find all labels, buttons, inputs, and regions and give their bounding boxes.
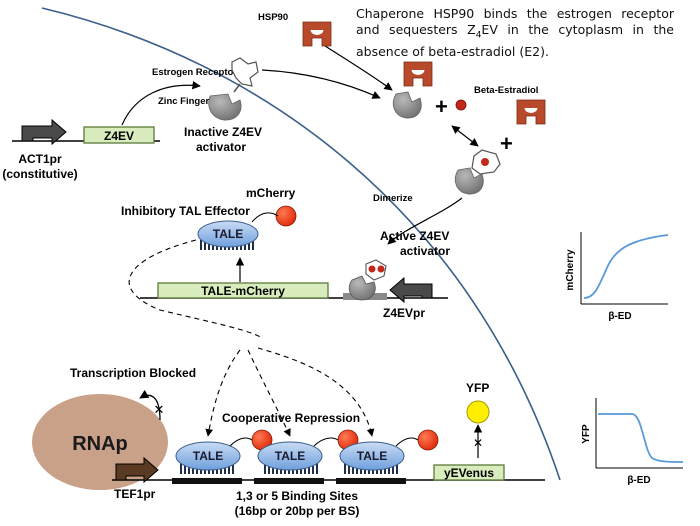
- act1pr-promoter-arrow: [21, 118, 67, 146]
- chart1-xlabel: β-ED: [608, 311, 631, 322]
- z4evpr-promoter-arrow: [389, 276, 433, 304]
- z4evpr-label: Z4EVpr: [383, 306, 425, 320]
- z4ev-gene-label: Z4EV: [104, 129, 134, 143]
- rnap-label: RNAp: [72, 433, 128, 455]
- chart1-ylabel: mCherry: [565, 249, 576, 291]
- hsp90-description-note: Chaperone HSP90 binds the estrogen recep…: [356, 6, 674, 59]
- estrogen-receptor-label: Estrogen Receptor: [152, 67, 237, 78]
- tale-label-3: TALE: [357, 449, 387, 463]
- zinc-finger-label: Zinc Finger: [158, 96, 210, 107]
- hsp90-label: HSP90: [258, 12, 288, 23]
- mcherry-protein-icon: [275, 205, 297, 227]
- transcription-blocked-arrow: [139, 389, 161, 421]
- dimerize-arrow: [387, 197, 463, 245]
- mcherry-protein-3: [417, 429, 439, 451]
- binding-site-1: [172, 478, 242, 484]
- dashed-path-tale-1: [128, 239, 263, 339]
- chart2-ylabel: YFP: [581, 424, 592, 444]
- chart1-curve: [583, 234, 669, 299]
- dashed-arrow-to-site-3: [257, 347, 375, 437]
- cell-membrane: [41, 7, 561, 481]
- tale-mcherry-gene-box: [157, 282, 329, 299]
- act1pr-label: ACT1pr: [18, 152, 62, 166]
- complex-zinc-finger-icon: [392, 91, 422, 119]
- note-text-part2: EV in the cytoplasm in the absence of be…: [356, 21, 674, 59]
- dashed-arrow-to-site-2: [247, 349, 291, 437]
- tale-protein-2: [257, 441, 323, 471]
- equilibrium-double-arrow: [451, 125, 479, 147]
- binding-sites-label: 1,3 or 5 Binding Sites: [236, 489, 358, 503]
- note-subscript: 4: [475, 30, 482, 40]
- tef1pr-promoter-arrow: [115, 456, 159, 484]
- yfp-protein-icon: [466, 400, 490, 424]
- bound-zinc-finger-icon: [454, 167, 484, 195]
- z4ev-gene-box: [83, 126, 155, 144]
- tale-label-2: TALE: [275, 449, 305, 463]
- binding-site-3: [336, 478, 406, 484]
- plus-sign-1: +: [435, 94, 448, 119]
- tale-label-1: TALE: [193, 449, 223, 463]
- act1pr-constitutive-label: (constitutive): [2, 167, 77, 181]
- plus-sign-2: +: [500, 131, 513, 156]
- inactive-activator-label: Inactive Z4EV: [184, 125, 262, 139]
- yfp-response-chart: YFP β-ED: [581, 398, 684, 486]
- dashed-arrow-to-site-1: [205, 349, 241, 437]
- tale-protein-3: [339, 441, 405, 471]
- tale-mcherry-gene-label: TALE-mCherry: [201, 284, 285, 298]
- estrogen-receptor-icon: [231, 57, 259, 87]
- tale-protein-1: [175, 441, 241, 471]
- dimerize-label: Dimerize: [373, 193, 413, 204]
- transcription-blocked-label: Transcription Blocked: [70, 366, 196, 380]
- tef1pr-label: TEF1pr: [114, 487, 156, 501]
- expression-arrow: [121, 80, 201, 126]
- active-activator-label-2: activator: [400, 244, 450, 258]
- blocked-x-mark: ✕: [154, 402, 165, 417]
- active-activator-label: Active Z4EV: [380, 229, 449, 243]
- chart2-curve: [598, 413, 684, 463]
- zinc-finger-icon: [208, 93, 242, 121]
- cooperative-repression-label: Cooperative Repression: [222, 411, 360, 425]
- binding-sites-label-2: (16bp or 20bp per BS): [235, 504, 360, 518]
- yfp-label: YFP: [466, 381, 489, 395]
- tale-protein-top: [197, 220, 259, 248]
- arrow-hsp90-to-complex: [321, 43, 393, 91]
- mcherry-response-chart: mCherry β-ED: [565, 232, 669, 322]
- inhibitory-tale-label: Inhibitory TAL Effector: [121, 204, 250, 218]
- active-activator-icon: [348, 275, 376, 301]
- beta-estradiol-dot: [455, 99, 467, 111]
- beta-estradiol-label: Beta-Estradiol: [474, 85, 538, 96]
- binding-site-2: [254, 478, 324, 484]
- tale-label-top: TALE: [213, 227, 243, 241]
- yfp-x-mark: ✕: [473, 436, 483, 450]
- arrow-to-hsp90-complex: [261, 69, 381, 99]
- chart2-xlabel: β-ED: [627, 475, 650, 486]
- yevenus-gene-label: yEVenus: [444, 466, 494, 480]
- inactive-activator-label-2: activator: [196, 140, 246, 154]
- mcherry-label-top: mCherry: [246, 186, 296, 200]
- yevenus-gene-box: [433, 464, 505, 481]
- bound-estradiol-dot: [481, 158, 489, 166]
- note-text-part1: Chaperone HSP90 binds the estrogen recep…: [356, 6, 674, 37]
